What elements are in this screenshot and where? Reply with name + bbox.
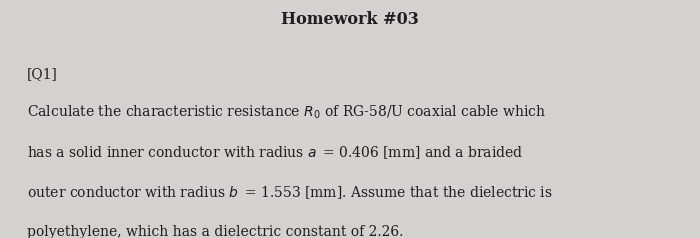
Text: has a solid inner conductor with radius $a\,$ = 0.406 [mm] and a braided: has a solid inner conductor with radius …: [27, 144, 523, 161]
Text: polyethylene, which has a dielectric constant of 2.26.: polyethylene, which has a dielectric con…: [27, 225, 403, 238]
Text: [Q1]: [Q1]: [27, 67, 57, 81]
Text: Homework #03: Homework #03: [281, 11, 419, 28]
Text: outer conductor with radius $b\,$ = 1.553 [mm]. Assume that the dielectric is: outer conductor with radius $b\,$ = 1.55…: [27, 184, 552, 201]
Text: Calculate the characteristic resistance $R_0$ of RG-58/U coaxial cable which: Calculate the characteristic resistance …: [27, 104, 546, 121]
